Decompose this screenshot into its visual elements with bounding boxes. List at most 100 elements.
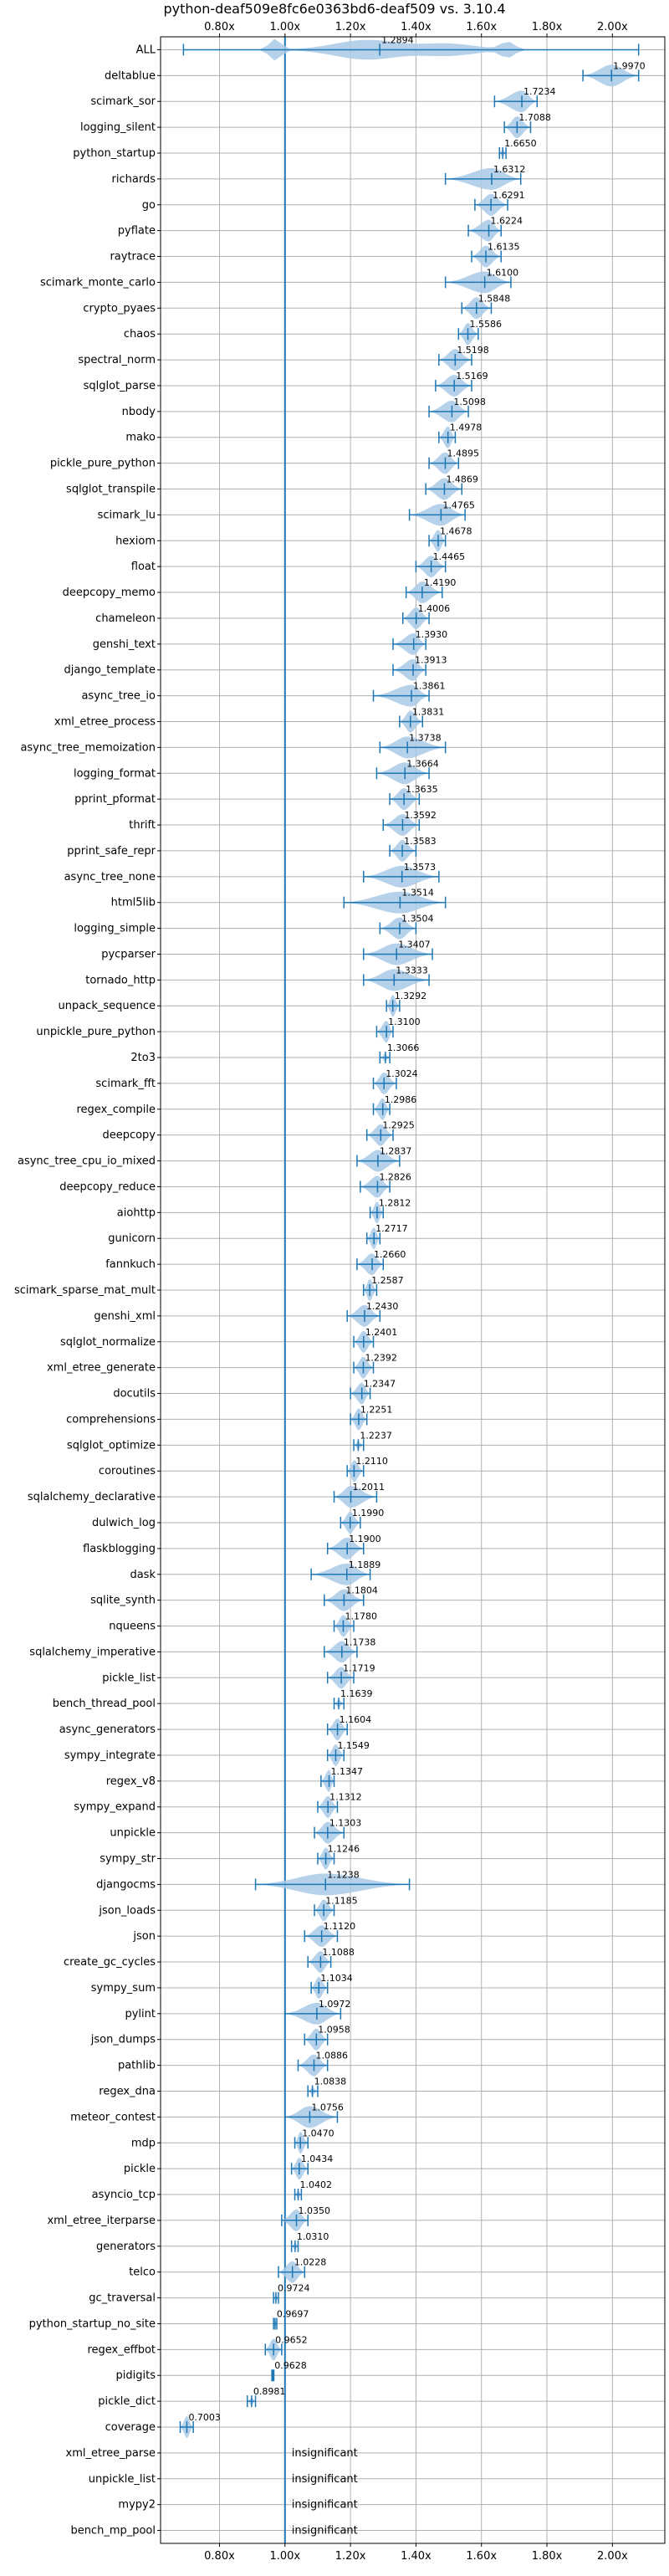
category-label: scimark_lu (98, 509, 156, 521)
value-label: 0.9628 (274, 2360, 307, 2371)
category-label: comprehensions (66, 1413, 156, 1426)
value-label: 1.3592 (404, 810, 437, 821)
category-label: xml_etree_process (54, 715, 156, 728)
category-label: scimark_sparse_mat_mult (14, 1284, 156, 1297)
violin-marks (179, 38, 640, 2438)
value-label: 1.3738 (409, 732, 442, 743)
value-label: 1.0434 (301, 2153, 334, 2164)
category-label: gc_traversal (89, 2292, 156, 2305)
value-label: 1.5169 (456, 371, 488, 382)
value-label: 0.8981 (253, 2386, 286, 2397)
x-tick-label-top: 1.80x (532, 21, 563, 33)
category-label: sympy_str (100, 1853, 156, 1866)
value-label: 1.3573 (404, 862, 437, 873)
x-tick-labels: 0.80x 0.80x 1.00x 1.00x 1.20x 1.20x 1.40x 1.40x… (204, 21, 628, 2563)
value-label: 1.4465 (433, 551, 466, 562)
category-label: pprint_safe_repr (67, 845, 156, 858)
category-label: pprint_pformat (74, 793, 156, 806)
value-label: 1.2430 (366, 1301, 399, 1312)
value-label: 1.1088 (322, 1947, 355, 1958)
category-label: coroutines (99, 1465, 156, 1477)
category-label: python_startup (73, 147, 156, 160)
value-label: 1.5586 (470, 319, 503, 330)
value-label: 1.6291 (493, 190, 525, 201)
value-label: 1.3635 (406, 784, 437, 795)
category-label: crypto_pyaes (83, 302, 156, 315)
value-label: 1.0756 (311, 2102, 344, 2113)
category-label: raytrace (110, 251, 156, 264)
category-label: asyncio_tcp (92, 2189, 156, 2201)
value-label: 1.2826 (379, 1171, 411, 1182)
category-label: deltablue (105, 69, 156, 82)
value-label: 1.1246 (328, 1844, 360, 1855)
category-label: tornado_http (85, 974, 156, 986)
category-label: sqlglot_transpile (66, 484, 156, 496)
category-label: pickle_pure_python (50, 458, 156, 470)
category-label: flaskblogging (83, 1543, 156, 1555)
value-label: 1.2401 (365, 1327, 398, 1338)
value-label: 1.4678 (440, 525, 472, 536)
value-label: 1.3292 (395, 991, 427, 1001)
value-label: 1.6135 (488, 242, 520, 253)
value-label: 1.1303 (329, 1818, 362, 1829)
value-label: 1.2717 (375, 1223, 408, 1234)
value-label: 1.0470 (302, 2128, 334, 2138)
insignificant-label: insignificant (292, 2525, 358, 2538)
value-label: 1.4006 (418, 603, 451, 614)
value-label: 1.3407 (398, 939, 431, 950)
category-label: fannkuch (105, 1258, 156, 1271)
value-label: 1.1120 (324, 1921, 356, 1932)
value-label: 1.2110 (355, 1456, 388, 1467)
value-label: 1.6650 (504, 138, 537, 149)
category-label: regex_effbot (87, 2343, 156, 2356)
category-label: logging_format (74, 767, 156, 780)
x-tick-label-top: 0.80x (204, 21, 235, 33)
category-label: xml_etree_parse (66, 2447, 156, 2460)
category-label: async_tree_io (81, 690, 156, 703)
value-label: 1.2894 (381, 34, 414, 45)
category-label: djangocms (96, 1878, 156, 1891)
value-label: 1.4765 (442, 499, 475, 510)
value-label: 1.0838 (314, 2076, 347, 2087)
value-label: 1.4190 (424, 577, 457, 588)
value-label: 1.1804 (345, 1585, 378, 1596)
category-label: unpack_sequence (58, 1000, 156, 1012)
value-label: 1.0958 (318, 2025, 350, 2036)
category-label: xml_etree_generate (47, 1362, 156, 1375)
category-label: gunicorn (108, 1232, 156, 1245)
value-label: 1.3066 (387, 1042, 420, 1053)
category-label: logging_silent (80, 121, 156, 134)
category-label: async_generators (59, 1723, 156, 1736)
category-label: coverage (105, 2421, 156, 2434)
value-label: 1.1639 (340, 1688, 373, 1699)
value-label: 0.7003 (188, 2412, 221, 2423)
x-tick-label-bottom: 1.40x (401, 2550, 432, 2563)
insignificant-label: insignificant (292, 2447, 358, 2460)
category-label: float (131, 561, 156, 573)
x-tick-label-top: 1.60x (466, 21, 497, 33)
category-label: dulwich_log (92, 1517, 156, 1529)
category-label: pickle_list (102, 1672, 156, 1684)
category-label: python_startup_no_site (29, 2317, 156, 2330)
category-label: xml_etree_iterparse (47, 2215, 156, 2227)
x-tick-label-bottom: 1.80x (532, 2550, 563, 2563)
value-label: 1.7088 (518, 112, 551, 123)
value-label: 1.2237 (360, 1430, 392, 1441)
value-label: 1.3913 (415, 655, 447, 666)
value-label: 1.1604 (340, 1714, 372, 1725)
value-label: 1.3024 (386, 1068, 418, 1079)
value-label: 1.5198 (457, 345, 489, 356)
category-label: mako (125, 432, 156, 444)
category-label: chameleon (95, 612, 156, 625)
value-label: 1.3930 (416, 629, 448, 640)
x-tick-label-top: 1.20x (335, 21, 366, 33)
category-label: go (142, 199, 156, 212)
value-label: 0.9697 (277, 2308, 309, 2319)
category-label: chaos (124, 328, 156, 341)
value-label: 1.2986 (385, 1094, 417, 1105)
category-label: json_loads (98, 1904, 156, 1917)
category-label: sqlglot_parse (84, 380, 156, 392)
value-label: 1.3583 (404, 836, 437, 847)
category-label: aiohttp (117, 1206, 156, 1219)
